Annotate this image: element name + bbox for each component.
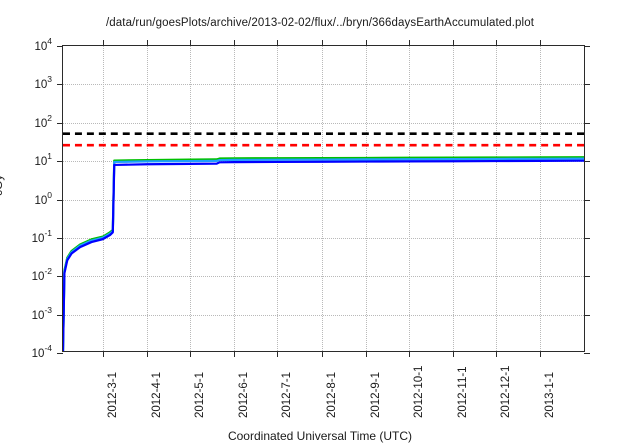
- x-axis-tick: [234, 351, 236, 357]
- y-axis-tick: [57, 353, 63, 354]
- horizontal-gridline: [63, 84, 584, 86]
- y-axis-tick: [57, 122, 63, 124]
- x-axis-tick-label: 2012-6-1: [238, 371, 251, 418]
- horizontal-gridline: [63, 237, 584, 239]
- horizontal-gridline: [63, 314, 584, 316]
- x-axis-tick-label: 2012-11-1: [457, 366, 470, 418]
- y-axis-tick: [57, 314, 63, 316]
- y-axis-tick: [584, 237, 590, 239]
- vertical-gridline: [234, 46, 236, 351]
- x-axis-tick-label: 2012-8-1: [325, 371, 338, 418]
- data-curves: [63, 132, 584, 351]
- vertical-gridline: [540, 46, 542, 351]
- y-axis-tick-label: 100: [34, 189, 52, 207]
- y-axis-tick: [584, 161, 590, 163]
- plot-area: [57, 40, 590, 357]
- plot-clip: [63, 46, 584, 351]
- vertical-gridline: [453, 46, 455, 351]
- y-axis-tick: [584, 276, 590, 278]
- y-axis-tick-label: 10-1: [31, 227, 52, 245]
- y-axis-tick: [57, 84, 63, 86]
- x-axis-tick: [103, 351, 104, 357]
- y-axis-tick-label: 10-2: [31, 266, 52, 284]
- y-axis-tick: [584, 122, 590, 124]
- x-axis-tick: [495, 40, 497, 46]
- x-axis-tick-label: 2012-9-1: [369, 371, 382, 418]
- x-axis-tick: [540, 40, 542, 46]
- x-axis-tick: [103, 40, 104, 46]
- x-axis-tick: [147, 40, 149, 46]
- data-curve: [63, 161, 584, 351]
- x-axis-tick: [408, 40, 410, 46]
- y-axis-tick: [57, 161, 63, 163]
- y-axis-tick-label: 10-4: [31, 343, 52, 360]
- x-axis-tick: [321, 40, 323, 46]
- y-axis-tick: [584, 199, 590, 201]
- x-axis-tick-label: 2012-5-1: [194, 371, 207, 418]
- data-curve: [63, 159, 584, 351]
- y-axis-tick: [584, 84, 590, 86]
- vertical-gridline: [495, 46, 497, 351]
- x-axis-tick: [190, 40, 192, 46]
- vertical-gridline: [408, 46, 410, 351]
- page-title: /data/run/goesPlots/archive/2013-02-02/f…: [106, 17, 534, 29]
- x-axis-tick: [365, 40, 367, 46]
- x-axis-tick: [365, 351, 367, 357]
- x-axis-tick: [495, 351, 497, 357]
- vertical-gridline: [365, 46, 367, 351]
- x-axis-tick: [147, 351, 149, 357]
- y-axis-tick: [584, 46, 590, 47]
- y-axis-tick: [57, 46, 63, 47]
- y-axis-tick-label: 104: [34, 36, 52, 53]
- data-curve: [63, 157, 584, 351]
- x-axis-tick-label: 2012-10-1: [412, 365, 425, 418]
- x-axis-tick: [540, 351, 542, 357]
- x-axis-tick: [453, 40, 455, 46]
- vertical-gridline: [277, 46, 279, 351]
- y-axis-tick-labels: 104 103 102 101 100 10-1 10-2 10-3 10-4: [0, 36, 60, 360]
- x-axis-tick: [453, 351, 455, 357]
- y-axis-tick-label: 103: [34, 74, 52, 92]
- x-axis-tick: [277, 351, 279, 357]
- y-axis-tick: [584, 314, 590, 316]
- horizontal-gridline: [63, 276, 584, 278]
- y-axis-tick: [584, 353, 590, 354]
- x-axis-tick-label: 2012-12-1: [499, 365, 512, 418]
- x-axis-tick-label: 2013-1-1: [544, 371, 557, 418]
- vertical-gridline: [190, 46, 192, 351]
- y-axis-tick: [57, 276, 63, 278]
- x-axis-tick-labels: 2012-3-1 2012-4-1 2012-5-1 2012-6-1 2012-7-1…: [62, 352, 585, 422]
- x-axis-tick-label: 2012-3-1: [107, 371, 119, 418]
- y-axis-tick-label: 10-3: [31, 304, 52, 322]
- vertical-gridline: [147, 46, 149, 351]
- y-axis-tick: [57, 237, 63, 239]
- x-axis-tick: [190, 351, 192, 357]
- x-axis-tick-label: 2012-7-1: [281, 371, 294, 418]
- x-axis-tick-label: 2012-4-1: [151, 371, 164, 418]
- vertical-gridline: [321, 46, 323, 351]
- vertical-gridline: [103, 46, 104, 351]
- y-axis-title: cGy: [0, 174, 5, 196]
- horizontal-gridline: [63, 199, 584, 201]
- y-axis-tick: [57, 199, 63, 201]
- y-axis-tick-label: 101: [34, 151, 52, 169]
- y-axis-tick-label: 102: [34, 112, 52, 130]
- horizontal-gridline: [63, 122, 584, 124]
- x-axis-tick: [277, 40, 279, 46]
- x-axis-title: Coordinated Universal Time (UTC): [227, 429, 413, 443]
- x-axis-tick: [408, 351, 410, 357]
- x-axis-tick: [234, 40, 236, 46]
- x-axis-tick: [321, 351, 323, 357]
